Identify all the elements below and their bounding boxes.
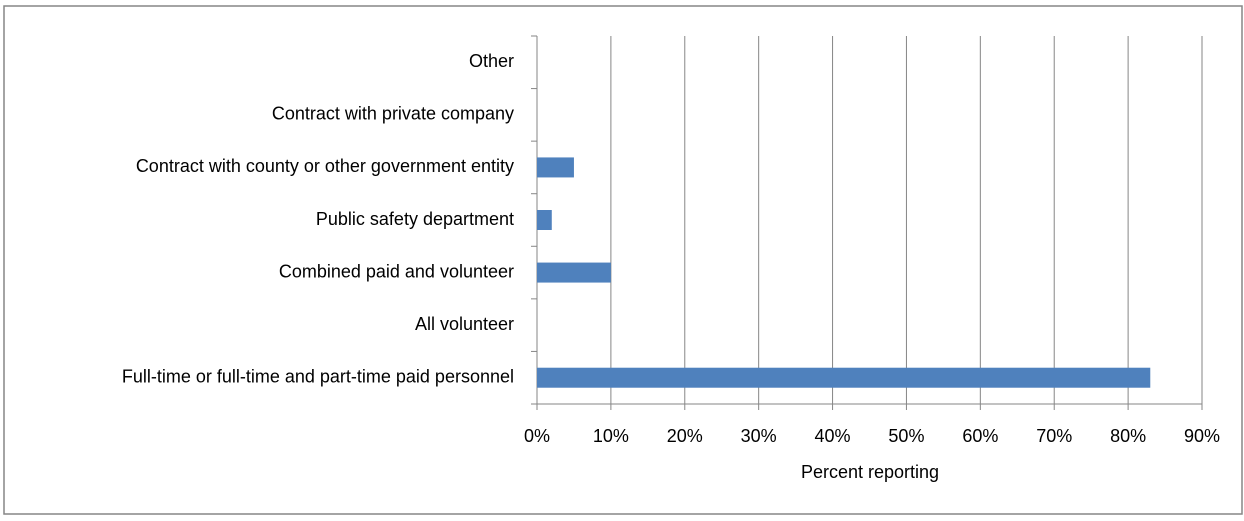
x-tick-label: 70% bbox=[1036, 426, 1072, 446]
x-tick-label: 10% bbox=[593, 426, 629, 446]
bar bbox=[537, 262, 611, 283]
y-tick-label: Full-time or full-time and part-time pai… bbox=[122, 366, 514, 386]
x-tick-label: 30% bbox=[741, 426, 777, 446]
x-tick-label: 50% bbox=[888, 426, 924, 446]
y-tick-label: Contract with county or other government… bbox=[136, 156, 514, 176]
bar bbox=[537, 157, 574, 178]
x-tick-label: 80% bbox=[1110, 426, 1146, 446]
y-tick-label: Public safety department bbox=[316, 209, 514, 229]
x-tick-label: 90% bbox=[1184, 426, 1220, 446]
bar bbox=[537, 210, 552, 230]
y-tick-label: Other bbox=[469, 51, 514, 71]
y-tick-label: Contract with private company bbox=[272, 104, 514, 124]
x-tick-label: 60% bbox=[962, 426, 998, 446]
bar bbox=[537, 367, 1151, 388]
y-tick-label: Combined paid and volunteer bbox=[279, 261, 514, 281]
chart-border bbox=[3, 5, 1243, 515]
x-axis-title: Percent reporting bbox=[801, 462, 939, 482]
x-tick-label: 40% bbox=[815, 426, 851, 446]
x-tick-label: 0% bbox=[524, 426, 550, 446]
x-tick-label: 20% bbox=[667, 426, 703, 446]
y-tick-label: All volunteer bbox=[415, 314, 514, 334]
